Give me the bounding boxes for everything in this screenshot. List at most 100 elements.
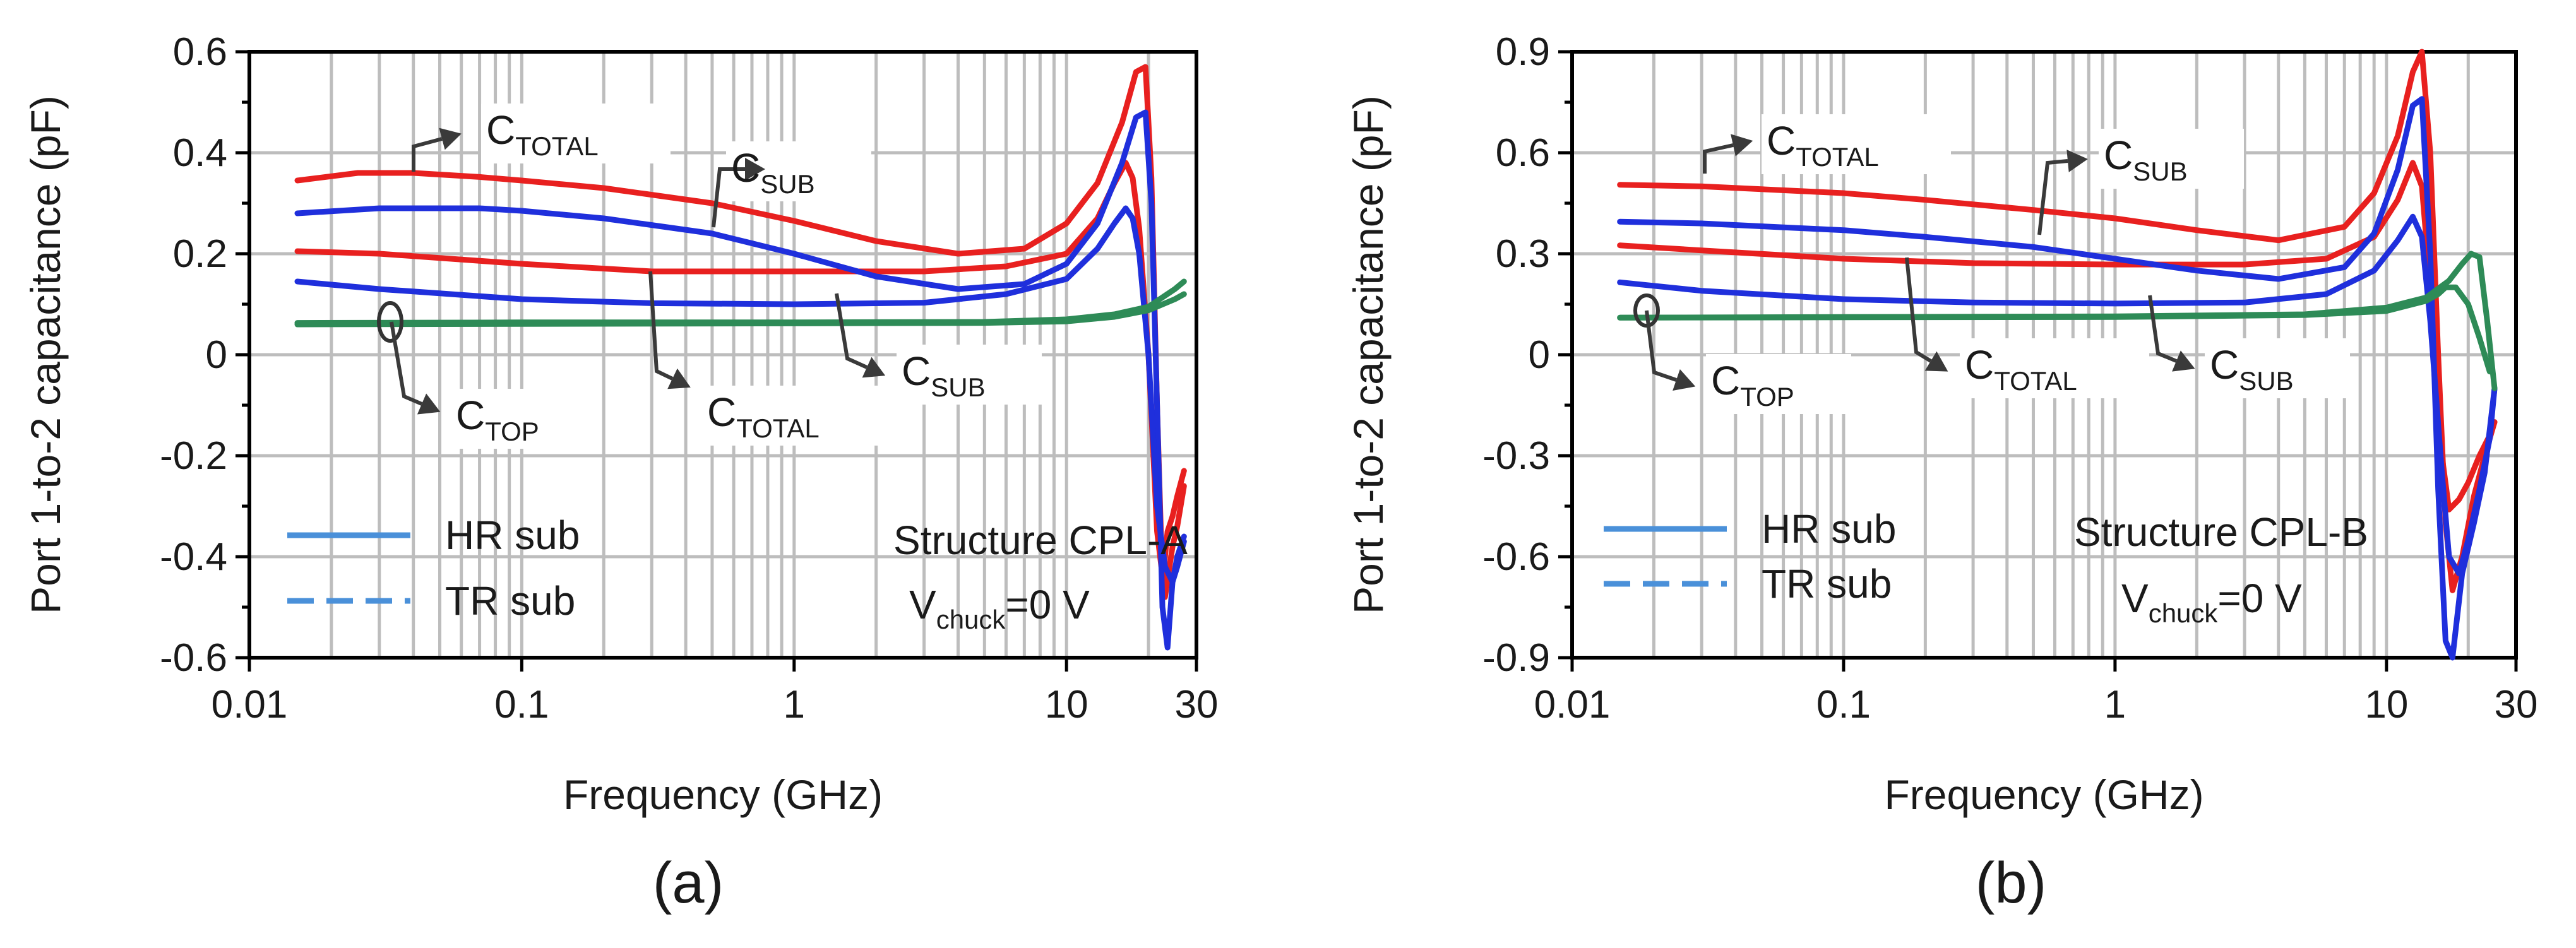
annotation-c-total: CTOTAL [412, 104, 671, 172]
callout-arrowhead [1673, 369, 1696, 391]
y-axis-label: Port 1-to-2 capacitance (pF) [1345, 95, 1392, 614]
x-tick-label: 0.1 [1816, 683, 1871, 726]
vchuck-main: V [909, 582, 936, 627]
y-tick-label: 0.2 [173, 232, 227, 276]
annotation-subscript: TOTAL [515, 131, 598, 161]
x-tick-label: 30 [1175, 683, 1219, 726]
annotation-background [2099, 129, 2244, 189]
annotation-c-total: CTOTAL [1703, 114, 1951, 174]
y-tick-label: -0.2 [160, 434, 227, 478]
annotation-subscript: TOP [1740, 382, 1794, 412]
annotation-background [1762, 114, 1951, 174]
callout-line [648, 271, 674, 381]
annotation-main: C [707, 389, 736, 435]
y-tick-label: 0.9 [1496, 30, 1550, 74]
series-line-blue-3 [1617, 213, 2498, 577]
annotation-background [897, 345, 1042, 405]
structure-label: Structure CPL-B [2074, 509, 2368, 555]
annotation-c-sub: CSUB [2148, 295, 2350, 398]
y-tick-label: 0.6 [173, 30, 227, 74]
annotation-label: CTOP [1711, 358, 1794, 412]
callout-line [712, 167, 745, 228]
x-tick-label: 0.01 [1534, 683, 1611, 726]
x-axis-label: Frequency (GHz) [563, 771, 883, 818]
x-tick-label: 1 [2104, 683, 2126, 726]
callout-arrowhead [1924, 351, 1948, 372]
panel-caption: (b) [1976, 851, 2046, 915]
panel-caption: (a) [653, 851, 724, 915]
series-line-red-1 [1617, 160, 2498, 513]
legend-label: HR sub [445, 513, 580, 558]
y-tick-label: 0.4 [173, 131, 227, 175]
vchuck-subscript: chuck [936, 605, 1006, 634]
callout-line [390, 321, 423, 406]
annotation-c-sub: CSUB [835, 293, 1042, 405]
annotation-background [451, 389, 596, 449]
legend-label: TR sub [1762, 561, 1892, 607]
annotation-label: CTOP [456, 393, 539, 446]
annotation-main: C [486, 107, 515, 153]
series-line-blue-2 [1617, 96, 2498, 661]
y-tick-label: 0 [206, 333, 227, 377]
annotation-label: CSUB [2104, 133, 2188, 186]
annotation-c-sub: CSUB [2037, 129, 2244, 235]
callout-line [1645, 310, 1677, 382]
callout-line [1905, 257, 1932, 363]
chart-panel-b: -0.9 -0.6 -0.3 0 0.3 0.6 0.9 0.01 0.1 1 10 30 Freque… [1345, 30, 2537, 915]
chart-panel-a: -0.6 -0.4 -0.2 0 0.2 0.4 0.6 0.01 0.1 1 10 30 Freque… [22, 30, 1218, 915]
annotation-label: CSUB [2210, 342, 2294, 396]
y-tick-label: -0.9 [1482, 636, 1550, 680]
annotation-subscript: SUB [2133, 157, 2187, 186]
callout-arrowhead [862, 357, 886, 378]
y-tick-label: 0 [1529, 333, 1550, 377]
annotation-background [2205, 338, 2350, 398]
y-tick-label: -0.3 [1482, 434, 1550, 478]
annotation-c-total: CTOTAL [1905, 257, 2149, 398]
callout-arrowhead [2066, 150, 2088, 172]
y-axis-label: Port 1-to-2 capacitance (pF) [22, 95, 69, 614]
annotation-label: CTOTAL [1767, 118, 1879, 172]
vchuck-label: Vchuck=0 V [909, 582, 1090, 634]
annotation-main: C [902, 348, 931, 394]
callout-arrowhead [667, 368, 691, 389]
vchuck-value: =0 V [1005, 582, 1090, 627]
x-tick-label: 10 [1045, 683, 1088, 726]
vchuck-main: V [2121, 576, 2149, 621]
annotation-label: CSUB [902, 348, 986, 402]
legend-label: HR sub [1762, 506, 1896, 552]
y-tick-label: 0.6 [1496, 131, 1550, 175]
callout-line [1703, 143, 1734, 174]
annotation-label: CTOTAL [486, 107, 599, 161]
y-tick-label: -0.6 [160, 636, 227, 680]
series-line-blue-2 [294, 109, 1187, 651]
x-axis-label: Frequency (GHz) [1884, 771, 2203, 818]
x-tick-label: 30 [2495, 683, 2538, 726]
callout-arrowhead [439, 127, 462, 150]
annotation-subscript: SUB [760, 169, 814, 199]
annotation-c-total: CTOTAL [648, 271, 891, 446]
series-line-green-5 [1617, 284, 2493, 375]
annotation-main: C [456, 393, 485, 438]
callout-line [835, 293, 868, 369]
annotation-subscript: SUB [931, 372, 985, 402]
annotation-label: CTOTAL [1965, 342, 2077, 396]
annotation-subscript: TOTAL [1994, 366, 2077, 396]
annotation-main: C [2104, 133, 2133, 178]
annotation-c-top: CTOP [1645, 310, 1851, 414]
annotation-subscript: SUB [2239, 366, 2293, 396]
series-line-green-5 [294, 291, 1187, 328]
ctop-oval-marker [377, 301, 403, 343]
annotation-c-sub: CSUB [712, 141, 871, 228]
annotation-background [1960, 338, 2149, 398]
callout-line [2148, 295, 2178, 363]
callout-arrowhead [2172, 350, 2195, 372]
x-tick-label: 0.1 [494, 683, 549, 726]
annotation-label: CSUB [731, 145, 815, 199]
annotation-c-top: CTOP [390, 321, 596, 449]
annotation-background [481, 104, 671, 163]
annotation-subscript: TOP [485, 417, 539, 446]
callout-line [2037, 159, 2068, 235]
x-tick-label: 0.01 [212, 683, 288, 726]
vchuck-subscript: chuck [2149, 598, 2219, 628]
